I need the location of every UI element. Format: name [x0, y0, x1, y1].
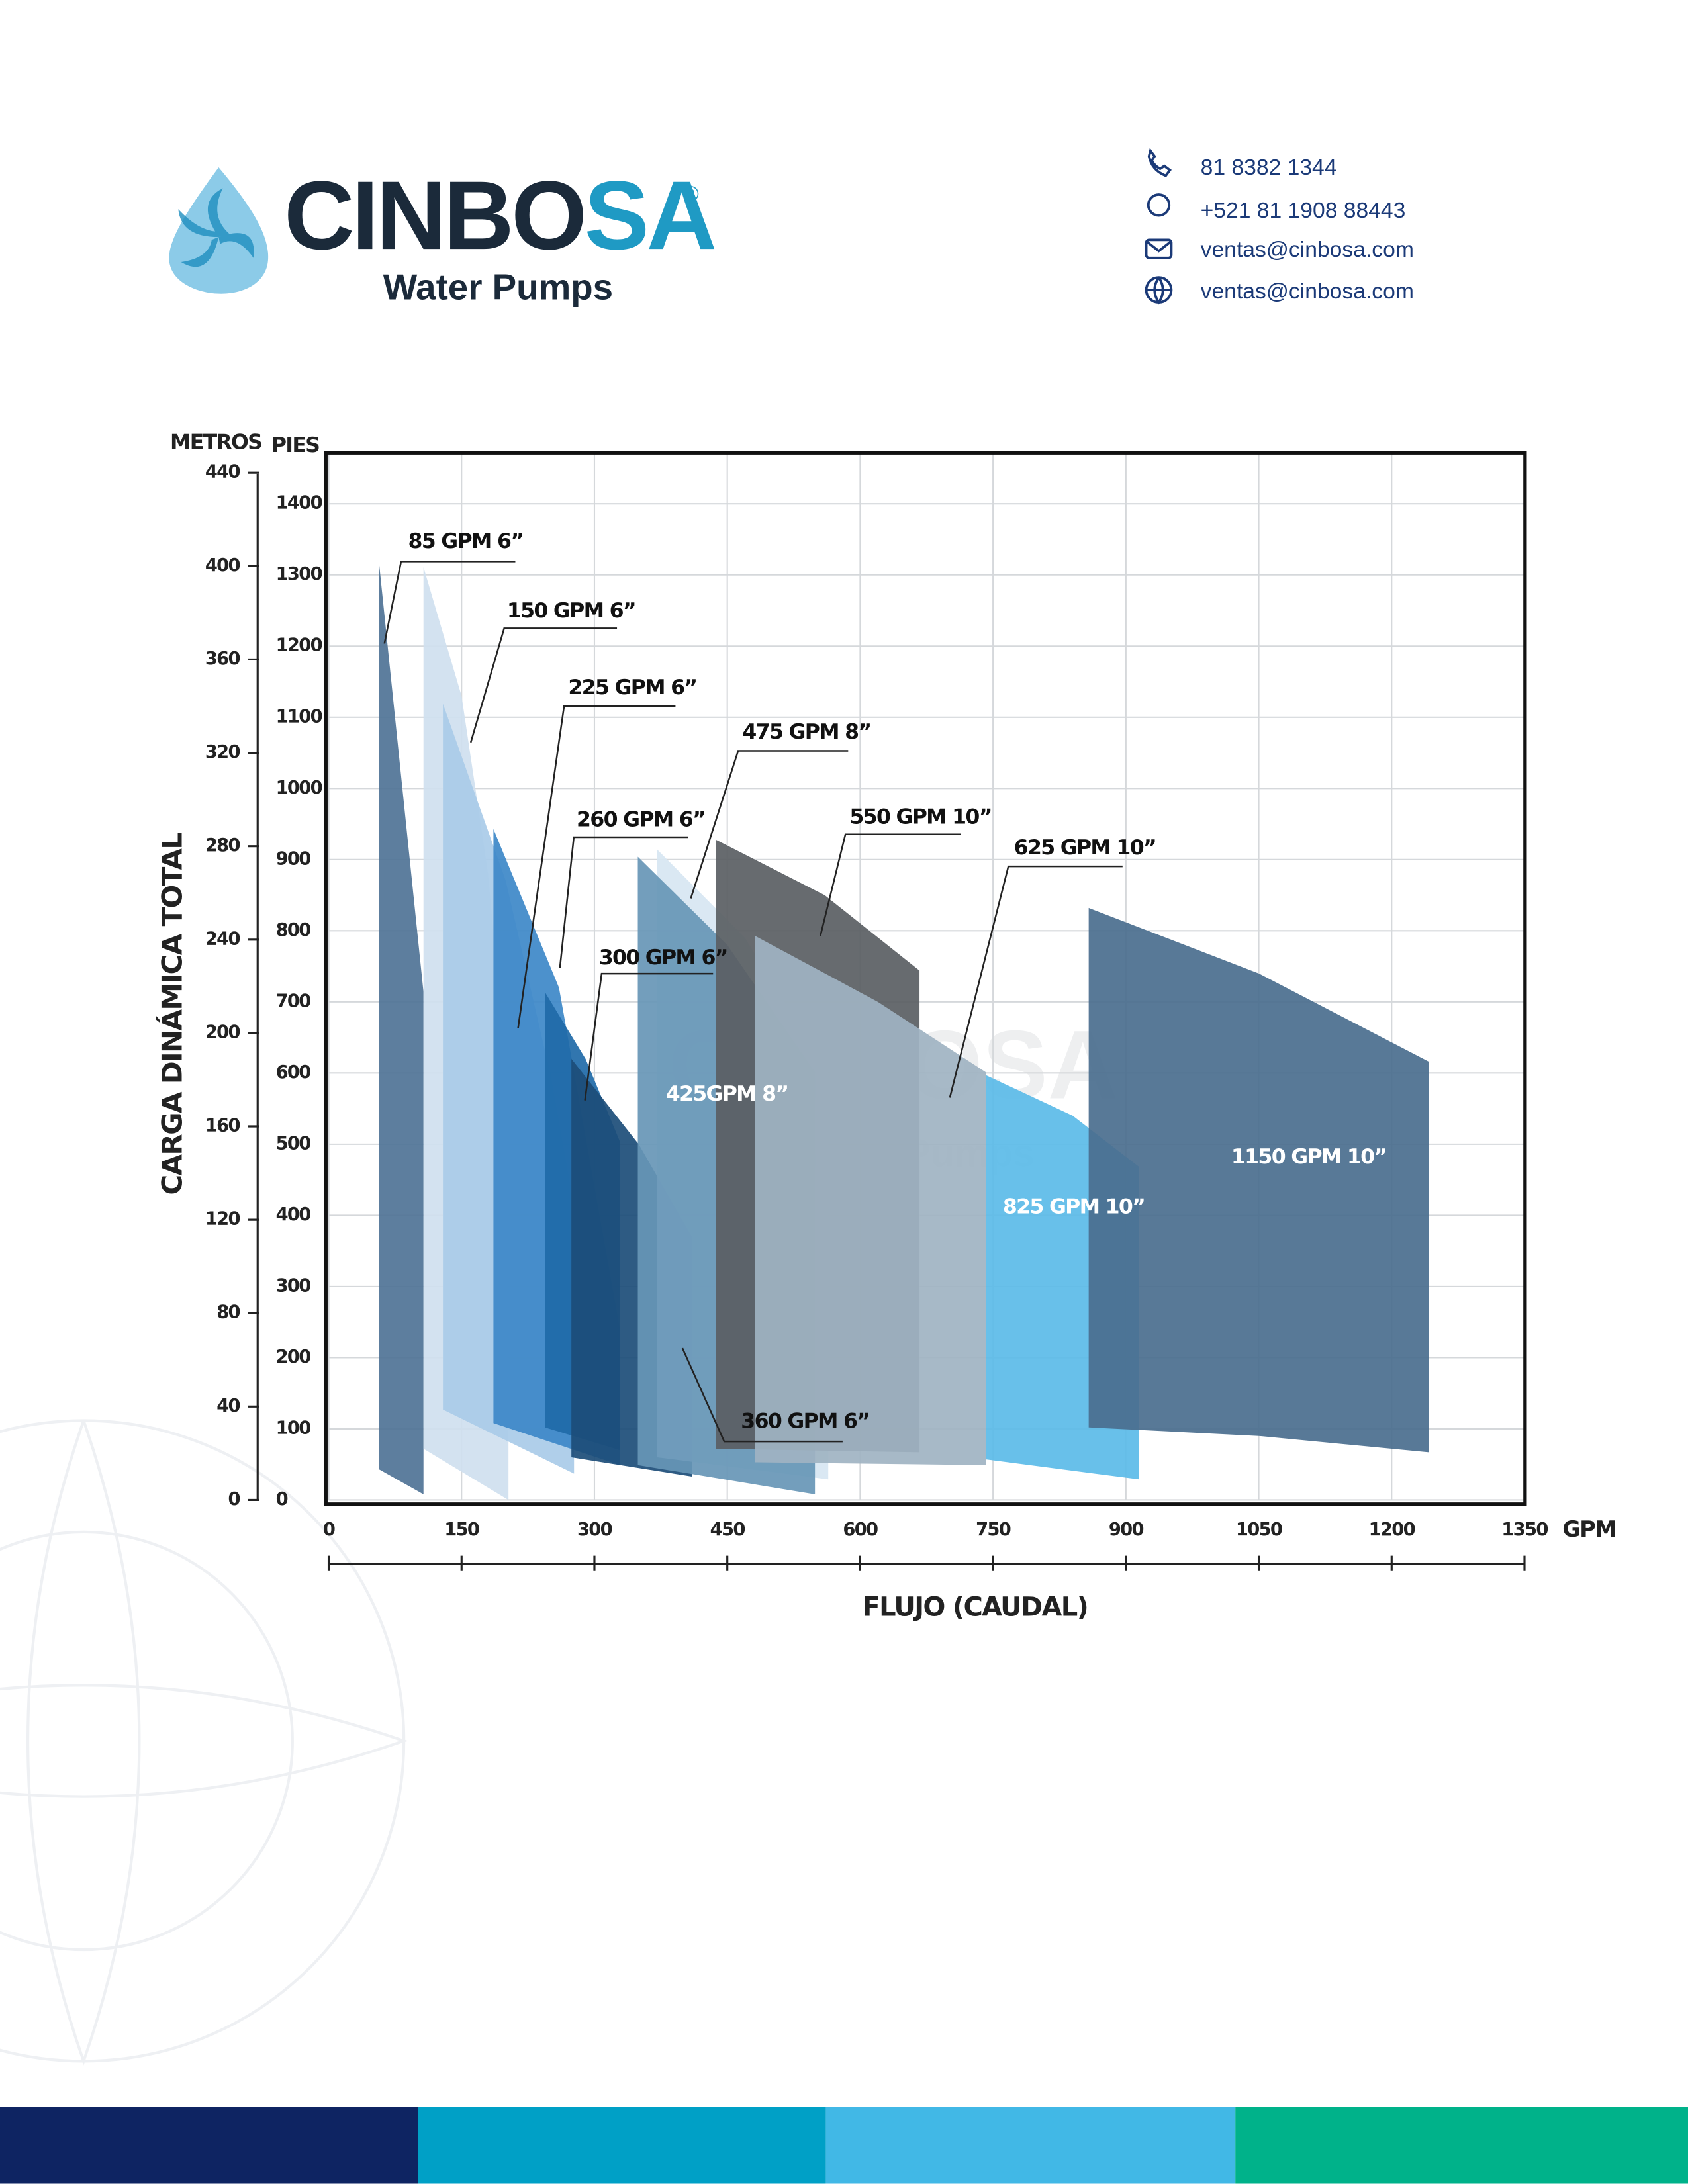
watermark-flower — [0, 1419, 408, 2066]
logo-swirl — [178, 188, 254, 267]
leader-line — [469, 627, 618, 743]
region-label: 550 GPM 10” — [849, 805, 991, 829]
y-axis-title: METROS — [170, 431, 261, 455]
contact-text: 81 8382 1344 — [1201, 156, 1337, 180]
phone-icon — [1147, 148, 1172, 177]
contact-list: 81 8382 1344 +521 81 1908 88443 ventas@cin… — [1201, 156, 1414, 304]
regions — [379, 564, 1429, 1500]
contact-text: ventas@cinbosa.com — [1201, 238, 1414, 262]
y-tick-label: 360 — [205, 649, 240, 669]
region-label: 360 GPM 6” — [741, 1410, 869, 1433]
y2-tick-label: 1400 — [276, 493, 322, 514]
web-icon-lines — [1146, 277, 1172, 305]
footer-bar — [825, 2107, 1236, 2184]
y2-tick-label: 500 — [276, 1133, 311, 1154]
leader-line — [383, 561, 516, 644]
x-unit: GPM — [1562, 1516, 1616, 1542]
whatsapp-icon — [1147, 193, 1171, 217]
y2-tick-label: 600 — [276, 1062, 311, 1083]
leader-line — [681, 1347, 843, 1443]
brand: CINBOSA — [284, 161, 715, 270]
y-tick-label: 400 — [205, 555, 240, 576]
footer-bar — [0, 2107, 418, 2184]
x-tick-label: 450 — [710, 1520, 745, 1540]
x-tick-label: 900 — [1109, 1520, 1144, 1540]
contact-text: ventas@cinbosa.com — [1201, 279, 1414, 304]
y-tick-label: 440 — [205, 462, 240, 482]
leader-line — [949, 865, 1123, 1098]
x-tick-label: 750 — [976, 1520, 1011, 1540]
plot-frame — [324, 451, 1527, 1506]
pump-region — [1088, 907, 1429, 1453]
region-label: 625 GPM 10” — [1014, 836, 1156, 860]
y2-tick-label: 1200 — [276, 635, 322, 656]
pump-region — [755, 935, 986, 1465]
x-tick-label: 150 — [444, 1520, 479, 1540]
region-label: 85 GPM 6” — [408, 529, 523, 553]
footer-bars — [0, 2107, 1688, 2184]
y2-tick-label: 800 — [276, 920, 311, 940]
y-label: CARGA DINÁMICA TOTAL — [155, 833, 188, 1195]
brand-accent: SA — [585, 161, 715, 270]
logo: CINBOSA ® Water Pumps — [169, 161, 718, 308]
pump-region — [379, 564, 424, 1494]
y2-tick-label: 100 — [276, 1418, 311, 1438]
footer-bar — [418, 2107, 826, 2184]
y2-tick-label: 1300 — [276, 564, 322, 584]
y-tick-label: 80 — [216, 1302, 240, 1323]
region-label: 1150 GPM 10” — [1231, 1145, 1387, 1169]
leader-line — [690, 750, 849, 899]
y2-tick-label: 300 — [276, 1275, 311, 1296]
y2-tick-label: 1000 — [276, 778, 322, 798]
x-tick-label: 1200 — [1369, 1520, 1415, 1540]
leader-line — [584, 972, 714, 1101]
x-tick-label: 600 — [843, 1520, 878, 1540]
y-tick-label: 0 — [228, 1489, 240, 1510]
mail-icon-flap — [1145, 240, 1172, 253]
y-tick-label: 320 — [205, 742, 240, 762]
region-label: 150 GPM 6” — [507, 599, 635, 623]
y-tick-label: 120 — [205, 1209, 240, 1230]
region-label: 300 GPM 6” — [599, 946, 727, 970]
y-tick-label: 240 — [205, 929, 240, 949]
x-tick-label: 1050 — [1236, 1520, 1282, 1540]
region-label: 825 GPM 10” — [1003, 1195, 1145, 1219]
region-label: 475 GPM 8” — [742, 720, 870, 744]
x-tick-label: 0 — [323, 1520, 335, 1540]
footer-bar — [1235, 2107, 1688, 2184]
leader-line — [820, 833, 961, 936]
y2-axis-title: PIES — [271, 433, 319, 457]
mail-icon — [1145, 238, 1173, 259]
axes: 0 150 300 450 600 750 900 1050 1200 1350010020030… — [205, 462, 1549, 1571]
y-tick-label: 200 — [205, 1022, 240, 1042]
brand-main: CINBO — [284, 161, 584, 270]
leader-line — [517, 705, 676, 1028]
region-label: 260 GPM 6” — [577, 808, 705, 832]
x-tick-label: 300 — [577, 1520, 612, 1540]
contact-text: +521 81 1908 88443 — [1201, 199, 1406, 223]
y-tick-label: 40 — [216, 1396, 240, 1416]
contact-icons — [1145, 148, 1173, 305]
region-label: 225 GPM 6” — [568, 676, 696, 700]
region-labels: 85 GPM 6” 150 GPM 6” 225 GPM 6” 260 GPM 6” 3… — [383, 529, 1387, 1443]
leader-line — [559, 836, 688, 968]
y2-tick-label: 700 — [276, 991, 311, 1011]
y2-tick-label: 0 — [276, 1489, 288, 1510]
region-label: 425GPM 8” — [666, 1082, 788, 1106]
y-tick-label: 160 — [205, 1115, 240, 1136]
y2-tick-label: 1100 — [276, 706, 322, 727]
registered-mark: ® — [682, 182, 699, 206]
x-tick-label: 1350 — [1501, 1520, 1548, 1540]
y2-tick-label: 900 — [276, 848, 311, 869]
tagline: Water Pumps — [383, 267, 613, 308]
x-label: FLUJO (CAUDAL) — [862, 1592, 1088, 1623]
y2-tick-label: 400 — [276, 1205, 311, 1225]
y-tick-label: 280 — [205, 835, 240, 856]
y2-tick-label: 200 — [276, 1347, 311, 1367]
